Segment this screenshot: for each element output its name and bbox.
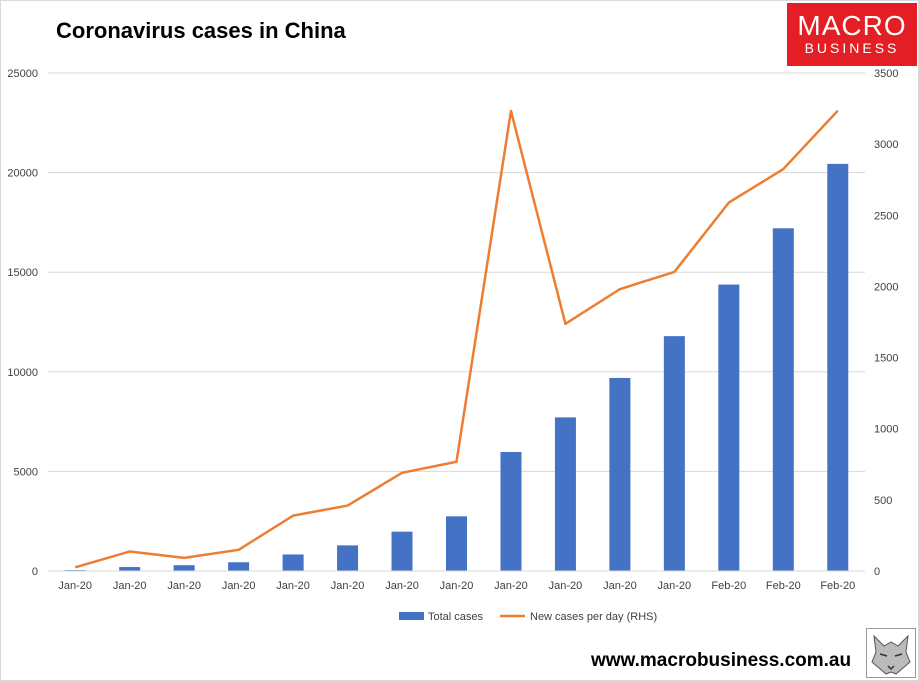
logo-line1: MACRO (797, 10, 907, 41)
bar-total-cases (772, 228, 794, 571)
y-right-tick-label: 3500 (874, 68, 898, 80)
x-tick-label: Jan-20 (385, 580, 419, 592)
y-axis-left: 0 5000 10000 15000 20000 25000 (7, 68, 38, 578)
bar-total-cases (119, 567, 141, 571)
y-right-tick-label: 2000 (874, 281, 898, 293)
x-tick-label: Feb-20 (766, 580, 801, 592)
x-tick-label: Feb-20 (711, 580, 746, 592)
y-left-tick-label: 5000 (14, 466, 38, 478)
y-right-tick-label: 0 (874, 566, 880, 578)
website-url: www.macrobusiness.com.au (591, 650, 852, 671)
y-left-tick-label: 15000 (7, 267, 38, 279)
bar-total-cases (718, 284, 740, 571)
y-right-tick-label: 500 (874, 495, 892, 507)
bar-total-cases (554, 417, 576, 571)
x-tick-label: Jan-20 (113, 580, 147, 592)
gridlines (48, 72, 865, 472)
x-tick-label: Jan-20 (167, 580, 201, 592)
line-new-cases (74, 109, 839, 569)
bar-total-cases (282, 554, 304, 571)
macrobusiness-logo: MACRO BUSINESS (787, 3, 917, 66)
legend: Total cases New cases per day (RHS) (399, 611, 657, 623)
wolf-logo-icon (866, 628, 916, 678)
bar-total-cases (337, 545, 359, 571)
legend-label-total-cases: Total cases (428, 611, 484, 623)
y-axis-right: 0 500 1000 1500 2000 2500 3000 3500 (874, 68, 898, 578)
bar-total-cases (663, 336, 685, 571)
x-tick-label: Jan-20 (276, 580, 310, 592)
bar-total-cases (609, 377, 631, 571)
bar-total-cases (173, 565, 195, 571)
x-axis: Jan-20 Jan-20 Jan-20 Jan-20 Jan-20 Jan-20 Jan-… (48, 570, 865, 592)
legend-swatch-total-cases (399, 612, 424, 620)
bar-total-cases (391, 531, 413, 571)
bar-total-cases (827, 163, 849, 571)
y-right-tick-label: 2500 (874, 210, 898, 222)
y-right-tick-label: 1000 (874, 424, 898, 436)
x-tick-label: Jan-20 (549, 580, 583, 592)
y-right-tick-label: 1500 (874, 353, 898, 365)
logo-line2: BUSINESS (804, 40, 900, 56)
x-tick-label: Jan-20 (494, 580, 528, 592)
x-tick-label: Jan-20 (440, 580, 474, 592)
bar-total-cases (228, 562, 250, 571)
x-tick-label: Feb-20 (820, 580, 855, 592)
chart-title: Coronavirus cases in China (56, 18, 346, 43)
x-tick-label: Jan-20 (603, 580, 637, 592)
y-left-tick-label: 20000 (7, 168, 38, 180)
x-tick-label: Jan-20 (658, 580, 692, 592)
legend-label-new-cases: New cases per day (RHS) (530, 611, 657, 623)
x-tick-label: Jan-20 (222, 580, 256, 592)
y-right-tick-label: 3000 (874, 139, 898, 151)
x-tick-label: Jan-20 (331, 580, 365, 592)
bar-total-cases (446, 516, 467, 571)
bars-total-cases (64, 163, 849, 571)
y-left-tick-label: 10000 (7, 367, 38, 379)
x-tick-label: Jan-20 (58, 580, 92, 592)
bar-total-cases (500, 451, 522, 571)
y-left-tick-label: 0 (32, 566, 38, 578)
y-left-tick-label: 25000 (7, 68, 38, 80)
